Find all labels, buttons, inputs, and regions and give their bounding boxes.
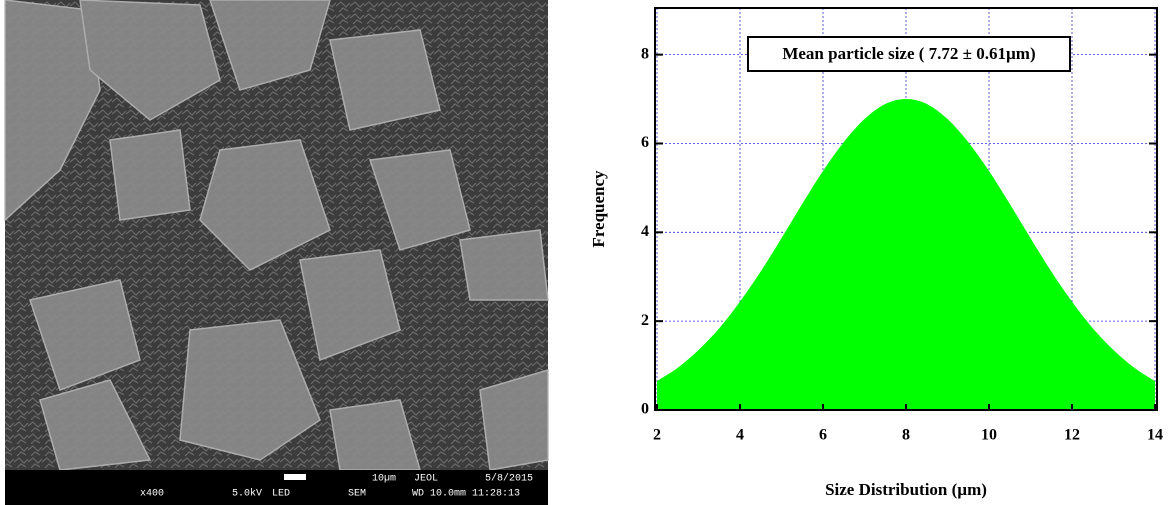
y-tick-label: 4 — [641, 223, 649, 240]
page: {"image": {"scale_bar": "10µm", "maker":… — [0, 0, 1170, 505]
detector: LED — [272, 489, 290, 500]
y-axis-label: Frequency — [589, 170, 608, 248]
x-tick-label: 12 — [1064, 427, 1080, 444]
y-tick-label: 0 — [641, 401, 649, 418]
area — [657, 99, 1155, 410]
y-tick-label: 2 — [641, 312, 649, 329]
mode: SEM — [348, 489, 366, 500]
voltage: 5.0kV — [232, 488, 262, 500]
figure: 10µm JEOL 5/8/2015 x400 5.0kV LED SEM WD… — [0, 0, 1170, 505]
x-axis-label: Size Distribution (µm) — [825, 480, 987, 499]
maker: JEOL — [414, 474, 438, 485]
date: 5/8/2015 — [485, 473, 533, 485]
y-tick-label: 8 — [641, 45, 649, 62]
x-tick-label: 6 — [819, 427, 827, 444]
x-tick-label: 14 — [1147, 427, 1163, 444]
working-distance: WD 10.0mm 11:28:13 — [412, 489, 520, 500]
x-tick-label: 2 — [653, 427, 661, 444]
magnification: x400 — [140, 489, 164, 500]
y-tick-label: 6 — [641, 134, 649, 151]
sem-image: 10µm JEOL 5/8/2015 x400 5.0kV LED SEM WD… — [5, 0, 548, 505]
annotation: Mean particle size ( 7.72 ± 0.61µm) — [782, 44, 1035, 63]
x-tick-label: 8 — [902, 427, 910, 444]
scale-bar: 10µm — [372, 474, 396, 485]
x-tick-label: 10 — [981, 427, 997, 444]
x-tick-label: 4 — [736, 427, 744, 444]
